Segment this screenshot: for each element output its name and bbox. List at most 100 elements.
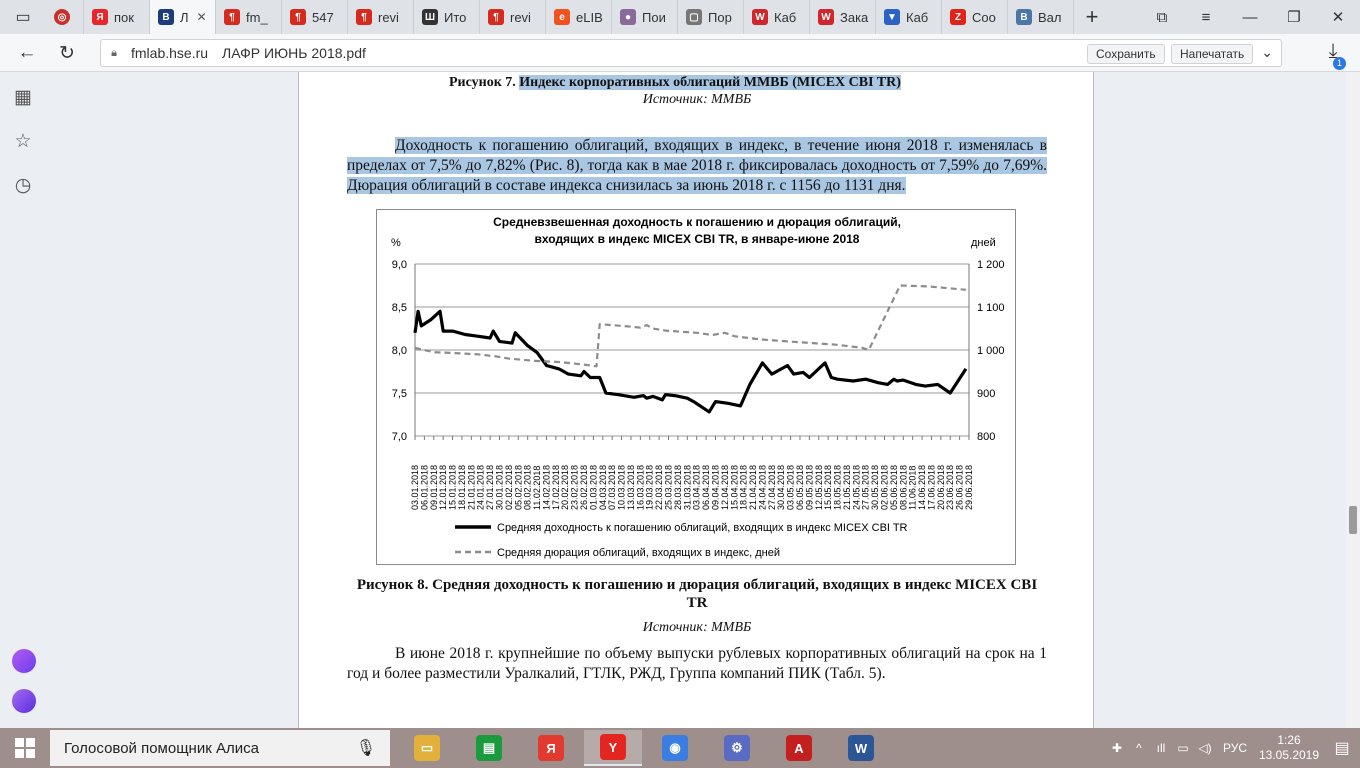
figure-7-title: Индекс корпоративных облигаций ММВБ (MIC… <box>519 75 901 90</box>
clock-time: 1:26 <box>1277 733 1301 747</box>
microphone-icon[interactable]: 🎙︎ <box>355 740 376 757</box>
wifi-icon[interactable]: ıll <box>1156 741 1166 755</box>
browser-tab[interactable]: ¶ revi <box>480 0 546 34</box>
x-tick-label: 18.01.2018 <box>457 465 467 510</box>
tab-label: Соо <box>972 9 996 25</box>
print-button[interactable]: Напечатать <box>1171 44 1254 64</box>
x-tick-label: 04.03.2018 <box>598 465 608 510</box>
downloads-button[interactable]: ⤓ 1 <box>1318 40 1348 70</box>
language-indicator[interactable]: РУС <box>1222 741 1248 755</box>
x-tick-label: 12.04.2018 <box>720 465 730 510</box>
scrollbar[interactable] <box>1346 72 1360 728</box>
browser-tab[interactable]: W Зака <box>810 0 876 34</box>
x-tick-label: 03.04.2018 <box>692 465 702 510</box>
notifications-icon[interactable]: ▤ <box>1334 740 1350 757</box>
volume-icon[interactable]: ◁) <box>1198 741 1212 755</box>
taskbar-explorer[interactable]: ▭ <box>398 730 456 766</box>
x-tick-label: 21.05.2018 <box>842 465 852 510</box>
tab-label: Пор <box>708 9 732 25</box>
x-tick-label: 17.06.2018 <box>926 465 936 510</box>
browser-tab[interactable]: ¶ revi <box>348 0 414 34</box>
legend-label: Средняя дюрация облигаций, входящих в ин… <box>497 547 780 559</box>
y-axis-left-label: % <box>391 237 401 249</box>
url-field[interactable]: 🔒︎ fmlab.hse.ru ЛАФР ИЮНЬ 2018.pdf Сохра… <box>100 39 1282 67</box>
x-tick-label: 14.02.2018 <box>541 465 551 510</box>
close-tab-icon[interactable]: ✕ <box>196 10 207 24</box>
back-button[interactable]: ← <box>17 42 37 63</box>
browser-tab[interactable]: e eLIB <box>546 0 612 34</box>
x-tick-label: 11.02.2018 <box>532 466 542 510</box>
browser-tab[interactable]: ¶ 547 <box>282 0 348 34</box>
x-tick-label: 27.01.2018 <box>485 465 495 510</box>
x-tick-label: 03.01.2018 <box>410 465 420 510</box>
alice-assistant-icon[interactable] <box>12 689 36 713</box>
taskbar-yandex-market[interactable]: Я <box>522 730 580 766</box>
minimize-button[interactable]: — <box>1242 8 1258 26</box>
pin-window-icon[interactable]: ⧉ <box>1156 8 1168 26</box>
clock[interactable]: 1:26 13.05.2019 <box>1254 733 1324 763</box>
menu-icon[interactable]: ≡ <box>1201 8 1211 26</box>
clock-date: 13.05.2019 <box>1258 748 1320 762</box>
restore-button[interactable]: ❐ <box>1287 9 1301 26</box>
scroll-thumb[interactable] <box>1349 506 1357 534</box>
start-button[interactable] <box>0 728 50 768</box>
taskbar-search[interactable]: Голосовой помощник Алиса 🎙︎ <box>50 730 390 766</box>
tab-label: revi <box>378 9 399 25</box>
taskbar-settings[interactable]: ⚙ <box>708 730 766 766</box>
browser-tab[interactable]: B Вал <box>1008 0 1074 34</box>
history-icon[interactable]: ◷ <box>14 174 32 196</box>
browser-tab[interactable]: W Каб <box>744 0 810 34</box>
chevron-down-icon[interactable]: ⌄ <box>1261 44 1273 60</box>
browser-tab[interactable]: Z Соо <box>942 0 1008 34</box>
taskbar-store[interactable]: ▤ <box>460 730 518 766</box>
new-tab-button[interactable]: + <box>1085 4 1099 29</box>
pinned-tab[interactable]: ◎ <box>46 0 84 34</box>
x-tick-label: 18.04.2018 <box>739 465 749 510</box>
paragraph-1: Доходность к погашению облигаций, входящ… <box>347 136 1047 196</box>
x-tick-label: 30.04.2018 <box>776 465 786 510</box>
browser-tab[interactable]: В Л ✕ <box>150 0 216 34</box>
alice-app-icon[interactable] <box>12 649 36 673</box>
tab-label: Л <box>180 9 189 25</box>
legend-label: Средняя доходность к погашению облигаций… <box>497 522 908 534</box>
bars-icon: Ш <box>422 9 438 25</box>
apps-icon[interactable]: ▦ <box>14 86 32 108</box>
x-tick-label: 16.03.2018 <box>635 465 645 510</box>
taskbar-word[interactable]: W <box>832 730 890 766</box>
save-button[interactable]: Сохранить <box>1087 44 1165 64</box>
pdf-icon: ¶ <box>224 9 240 25</box>
tab-overview-icon[interactable]: ▭ <box>15 9 31 26</box>
duration-series-line <box>414 284 966 368</box>
x-tick-label: 12.01.2018 <box>438 465 448 510</box>
chevron-up-icon[interactable]: ^ <box>1136 741 1142 755</box>
browser-tab[interactable]: ¶ fm_ <box>216 0 282 34</box>
w-icon: W <box>752 9 768 25</box>
browser-tab[interactable]: ▼ Каб <box>876 0 942 34</box>
x-tick-label: 08.02.2018 <box>523 465 533 510</box>
browser-tab[interactable]: ● Пои <box>612 0 678 34</box>
reload-button[interactable]: ↻ <box>59 42 75 64</box>
chart-title-line-2: входящих в индекс MICEX CBI TR, в январе… <box>535 232 860 246</box>
taskbar-word-icon: W <box>848 735 874 761</box>
browser-tab[interactable]: ▢ Пор <box>678 0 744 34</box>
document-icon: ▢ <box>686 9 702 25</box>
star-icon[interactable]: ☆ <box>14 130 32 152</box>
close-window-button[interactable]: ✕ <box>1331 9 1345 26</box>
tray-app-icon[interactable]: ✚ <box>1111 741 1123 755</box>
x-tick-label: 15.01.2018 <box>448 465 458 510</box>
x-tick-label: 26.06.2018 <box>955 465 965 510</box>
pdf-viewer[interactable]: Рисунок 7. Индекс корпоративных облигаци… <box>46 72 1346 728</box>
x-tick-label: 09.05.2018 <box>804 465 814 510</box>
taskbar-yandex-browser[interactable]: Y <box>584 730 642 766</box>
x-tick-label: 23.02.2018 <box>570 465 580 510</box>
search-placeholder: Голосовой помощник Алиса <box>64 739 259 757</box>
taskbar-acrobat[interactable]: A <box>770 730 828 766</box>
battery-icon[interactable]: ▭ <box>1177 741 1189 755</box>
tab-label: Ито <box>444 9 467 25</box>
browser-tab[interactable]: Ш Ито <box>414 0 480 34</box>
zen-icon: Z <box>950 9 966 25</box>
x-tick-label: 03.05.2018 <box>786 465 796 510</box>
taskbar-chrome[interactable]: ◉ <box>646 730 704 766</box>
elibrary-icon: e <box>554 9 570 25</box>
